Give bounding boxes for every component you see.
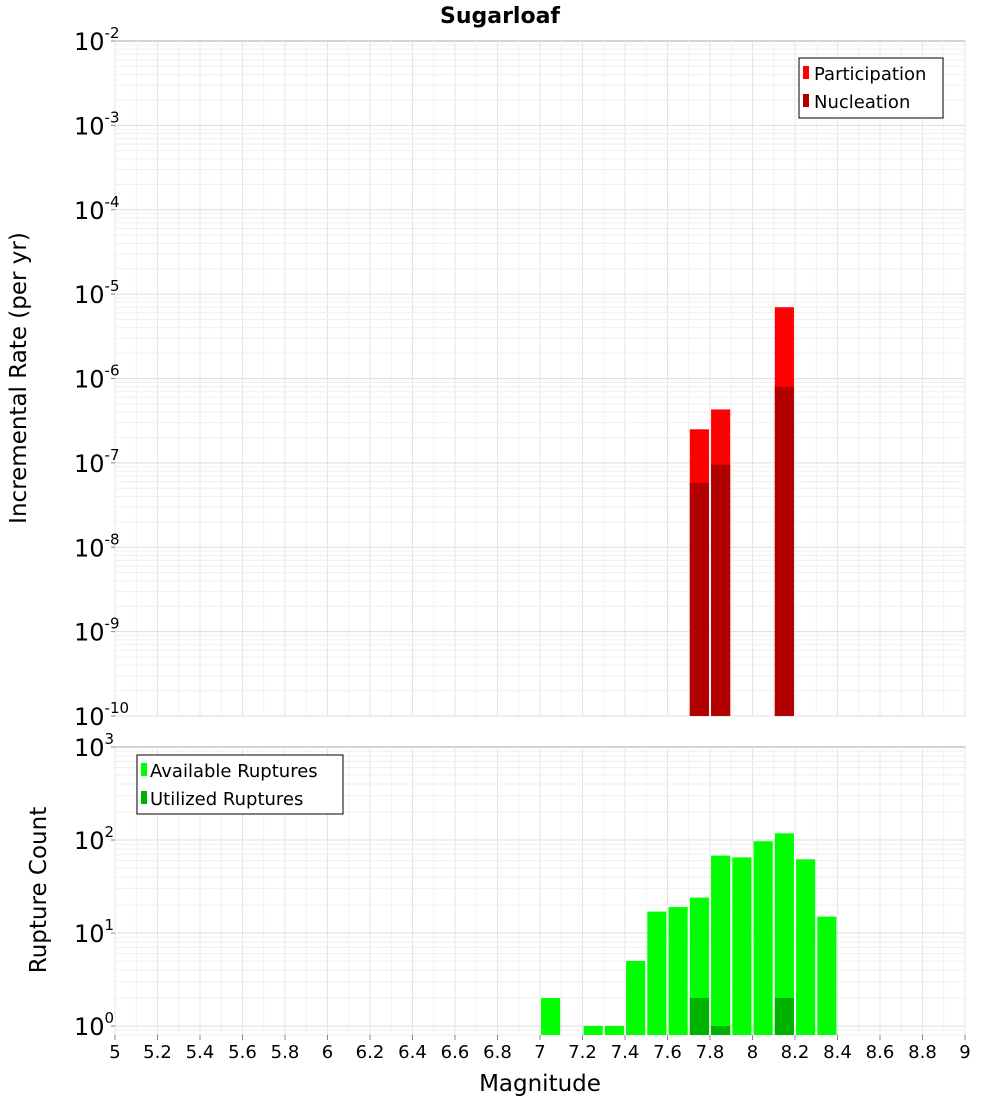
legend-label-available: Available Ruptures <box>150 761 318 782</box>
rate-bars <box>689 307 794 716</box>
x-tick-label: 6.4 <box>398 1042 427 1063</box>
x-tick-label: 8.2 <box>781 1042 810 1063</box>
x-tick-label: 9 <box>959 1042 970 1063</box>
x-tick-label: 6.8 <box>483 1042 512 1063</box>
legend-label-utilized: Utilized Ruptures <box>150 789 303 810</box>
legend-swatch-utilized <box>141 791 147 804</box>
legend-label-nucleation: Nucleation <box>814 92 910 113</box>
rate-gridlines <box>114 41 966 717</box>
count-bar-available-ruptures <box>541 997 561 1035</box>
x-tick-label: 7.6 <box>653 1042 682 1063</box>
x-tick-label: 8.4 <box>823 1042 852 1063</box>
count-bar-available-ruptures <box>753 841 773 1035</box>
x-tick-label: 5.6 <box>228 1042 257 1063</box>
x-tick-label: 7.2 <box>568 1042 597 1063</box>
x-tick-label: 8.8 <box>908 1042 937 1063</box>
rate-legend-box <box>798 57 944 119</box>
x-tick-label: 6 <box>322 1042 333 1063</box>
count-bar-available-ruptures <box>796 859 816 1035</box>
rate-y-tick-label: 10-3 <box>74 108 120 140</box>
count-bar-available-ruptures <box>711 855 731 1035</box>
rate-y-tick-label: 10-6 <box>74 362 120 394</box>
x-tick-label: 7 <box>534 1042 545 1063</box>
rate-bar-nucleation <box>711 464 731 716</box>
chart-title: Sugarloaf <box>440 4 560 29</box>
rate-legend: Participation Nucleation <box>798 57 944 119</box>
x-tick-label: 7.8 <box>696 1042 725 1063</box>
x-tick-label: 5.2 <box>143 1042 172 1063</box>
x-tick-label: 7.4 <box>611 1042 640 1063</box>
legend-swatch-participation <box>803 66 809 79</box>
x-axis-label: Magnitude <box>479 1071 601 1097</box>
legend-swatch-available <box>141 763 147 776</box>
count-y-ticks: 100 101 102 103 <box>74 730 115 1041</box>
rate-y-tick-label: 10-10 <box>74 699 129 731</box>
count-bar-utilized-ruptures <box>689 997 709 1035</box>
count-legend: Available Ruptures Utilized Ruptures <box>136 754 344 815</box>
count-bar-available-ruptures <box>583 1025 603 1035</box>
x-tick-label: 8 <box>747 1042 758 1063</box>
count-bar-utilized-ruptures <box>711 1025 731 1035</box>
rate-bar-nucleation <box>689 482 709 716</box>
count-bar-available-ruptures <box>817 916 837 1035</box>
x-tick-label: 8.6 <box>866 1042 895 1063</box>
count-y-tick-label: 101 <box>74 916 114 948</box>
count-bar-available-ruptures <box>774 833 794 1035</box>
count-bars <box>541 833 837 1035</box>
rate-y-axis-label: Incremental Rate (per yr) <box>6 232 32 524</box>
rate-bar-nucleation <box>774 386 794 716</box>
count-y-axis-label: Rupture Count <box>26 807 52 973</box>
rate-y-tick-label: 10-4 <box>74 193 120 225</box>
rate-y-tick-label: 10-5 <box>74 277 120 309</box>
x-tick-label: 5 <box>109 1042 120 1063</box>
count-bar-available-ruptures <box>647 911 667 1035</box>
rate-y-tick-label: 10-9 <box>74 615 120 647</box>
count-y-tick-label: 103 <box>74 730 114 762</box>
count-legend-box <box>136 754 344 815</box>
count-bar-available-ruptures <box>668 907 688 1035</box>
x-tick-label: 6.2 <box>356 1042 385 1063</box>
count-bar-utilized-ruptures <box>774 997 794 1035</box>
x-axis-ticks: 5 5.2 5.4 5.6 5.8 6 6.2 6.4 6.6 6.8 7 7.2 7.4 7.6 7.8 8… <box>109 1035 971 1063</box>
rate-y-tick-label: 10-8 <box>74 530 120 562</box>
count-bar-available-ruptures <box>626 960 646 1035</box>
count-bar-available-ruptures <box>732 857 752 1035</box>
count-y-tick-label: 102 <box>74 823 114 855</box>
legend-swatch-nucleation <box>803 94 809 107</box>
legend-label-participation: Participation <box>814 64 926 85</box>
count-bar-available-ruptures <box>604 1025 624 1035</box>
rate-y-tick-label: 10-2 <box>74 24 120 56</box>
count-y-tick-label: 100 <box>74 1009 114 1041</box>
x-tick-label: 5.4 <box>186 1042 215 1063</box>
rate-y-ticks: 10-10 10-9 10-8 10-7 10-6 10-5 10-4 10-3 10-2 <box>74 24 129 731</box>
rate-y-tick-label: 10-7 <box>74 446 120 478</box>
x-tick-label: 5.8 <box>271 1042 300 1063</box>
x-tick-label: 6.6 <box>441 1042 470 1063</box>
